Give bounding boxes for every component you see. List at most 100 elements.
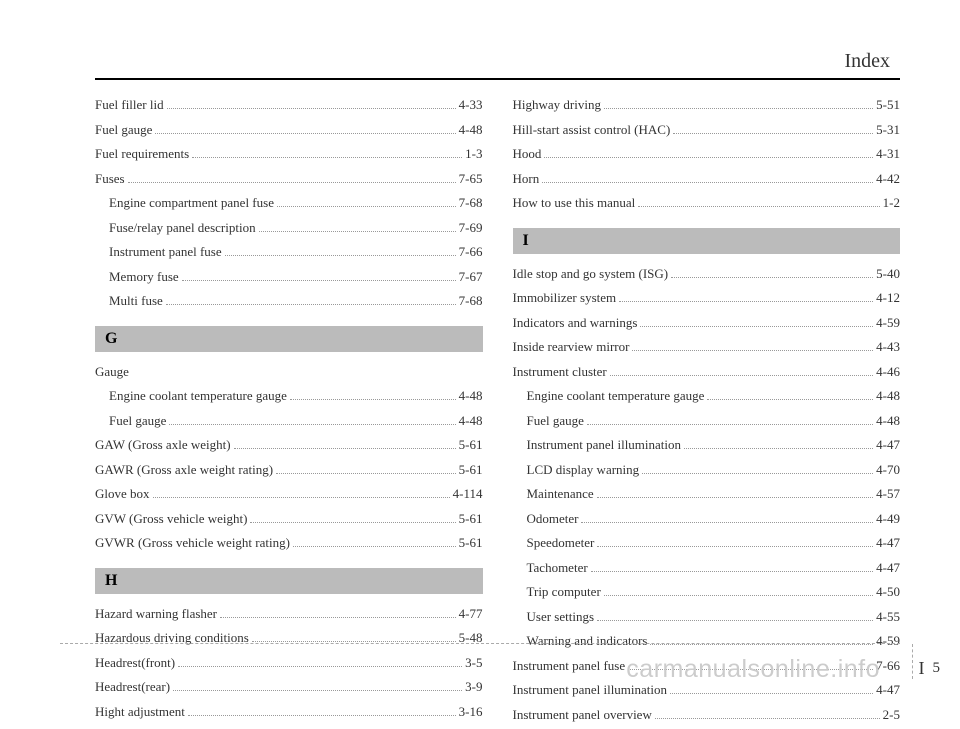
entry-page: 7-69 [459,218,483,238]
entry-label: Fuel requirements [95,144,189,164]
entry-label: Fuel filler lid [95,95,164,115]
entry-page: 4-47 [876,533,900,553]
index-entry: Instrument panel illumination 4-47 [513,435,901,455]
entry-label: Instrument panel fuse [109,242,222,262]
entry-page: 4-33 [459,95,483,115]
index-entry: Warning and indicators 4-59 [513,631,901,651]
entry-label: Idle stop and go system (ISG) [513,264,669,284]
index-entry: Memory fuse7-67 [95,267,483,287]
entry-dots [638,206,879,207]
entry-label: Inside rearview mirror [513,337,630,357]
entry-page: 5-61 [459,509,483,529]
entry-page: 5-61 [459,435,483,455]
entry-page: 1-3 [465,144,482,164]
index-entry: Hazardous driving conditions5-48 [95,628,483,648]
entry-dots [619,301,873,302]
entry-dots [220,617,456,618]
section-header: G [95,326,483,352]
index-entry: Fuel gauge 4-48 [95,120,483,140]
entry-page: 4-48 [459,120,483,140]
entry-label: Engine compartment panel fuse [109,193,274,213]
entry-page: 4-49 [876,509,900,529]
index-entry: Hight adjustment 3-16 [95,702,483,722]
entry-label: Instrument panel illumination [527,435,682,455]
entry-page: 5-61 [459,460,483,480]
entry-dots [192,157,462,158]
index-entry: Fuses 7-65 [95,169,483,189]
index-entry: Headrest(rear)3-9 [95,677,483,697]
index-entry: Hazard warning flasher4-77 [95,604,483,624]
index-entry: Fuel filler lid 4-33 [95,95,483,115]
entry-dots [597,546,873,547]
entry-dots [169,424,455,425]
entry-dots [259,231,456,232]
watermark: carmanualsonline.info [626,655,880,684]
entry-page: 5-31 [876,120,900,140]
entry-page: 4-48 [459,386,483,406]
index-entry: User settings4-55 [513,607,901,627]
entry-dots [591,571,873,572]
index-entry: Tachometer 4-47 [513,558,901,578]
entry-label: Fuel gauge [109,411,166,431]
entry-label: LCD display warning [527,460,640,480]
index-entry: Indicators and warnings4-59 [513,313,901,333]
entry-page: 4-47 [876,435,900,455]
entry-dots [290,399,456,400]
entry-label: Fuel gauge [95,120,152,140]
entry-page: 4-55 [876,607,900,627]
entry-label: Engine coolant temperature gauge [109,386,287,406]
entry-dots [293,546,456,547]
entry-label: Fuses [95,169,125,189]
entry-dots [642,473,873,474]
entry-page: 4-12 [876,288,900,308]
entry-page: 4-46 [876,362,900,382]
entry-dots [225,255,456,256]
entry-page: 4-48 [459,411,483,431]
index-entry: Odometer4-49 [513,509,901,529]
entry-label: Fuse/relay panel description [109,218,256,238]
index-entry: Immobilizer system4-12 [513,288,901,308]
entry-label: Speedometer [527,533,595,553]
entry-label: Fuel gauge [527,411,584,431]
entry-page: 4-48 [876,386,900,406]
footer-page-number: 5 [933,660,941,677]
entry-label: Instrument panel overview [513,705,652,725]
entry-label: Gauge [95,362,129,382]
entry-page: 3-9 [465,677,482,697]
index-entry: Glove box4-114 [95,484,483,504]
entry-label: Glove box [95,484,150,504]
entry-page: 5-51 [876,95,900,115]
entry-label: Hazard warning flasher [95,604,217,624]
entry-page: 4-50 [876,582,900,602]
footer-dashed-vline [912,644,913,679]
index-entry: Maintenance4-57 [513,484,901,504]
entry-dots [604,108,873,109]
index-entry: How to use this manual1-2 [513,193,901,213]
index-entry: Engine compartment panel fuse7-68 [95,193,483,213]
index-entry: Inside rearview mirror4-43 [513,337,901,357]
entry-page: 4-59 [876,631,900,651]
entry-page: 4-47 [876,558,900,578]
entry-dots [277,206,456,207]
index-entry: Engine coolant temperature gauge 4-48 [513,386,901,406]
entry-label: Warning and indicators [527,631,648,651]
entry-label: Engine coolant temperature gauge [527,386,705,406]
entry-dots [128,182,456,183]
entry-dots [252,641,456,642]
entry-dots [604,595,873,596]
index-entry: Highway driving5-51 [513,95,901,115]
entry-dots [182,280,456,281]
entry-label: Tachometer [527,558,588,578]
index-entry: Headrest(front)3-5 [95,653,483,673]
entry-label: Hight adjustment [95,702,185,722]
index-entry: Hill-start assist control (HAC)5-31 [513,120,901,140]
entry-page: 7-65 [459,169,483,189]
entry-label: GVWR (Gross vehicle weight rating) [95,533,290,553]
footer-section-letter: I [919,658,925,679]
entry-page: 3-16 [459,702,483,722]
entry-dots [173,690,462,691]
left-column: Fuel filler lid 4-33 Fuel gauge 4-48 Fuel re… [95,95,483,729]
index-entry: Hood4-31 [513,144,901,164]
entry-dots [632,350,873,351]
header-title: Index [95,50,900,73]
